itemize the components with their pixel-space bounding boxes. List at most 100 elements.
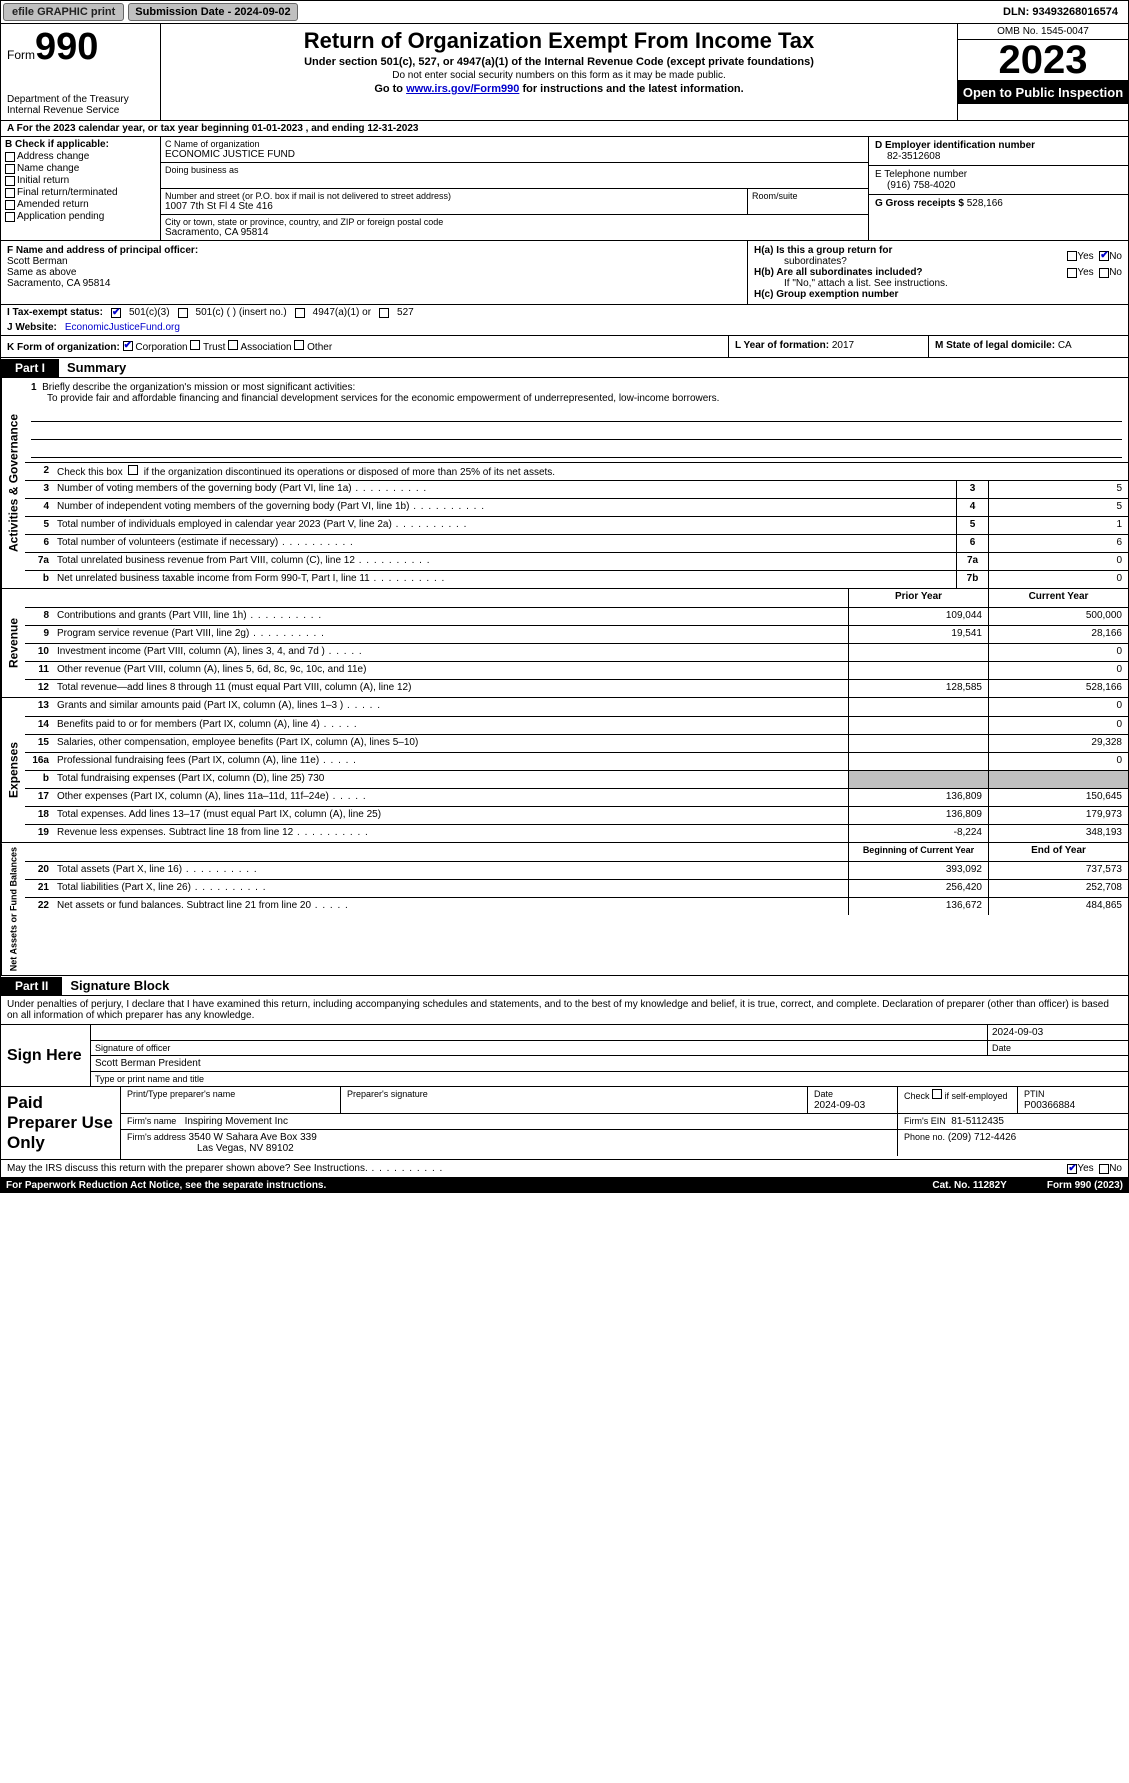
l18-text: Total expenses. Add lines 13–17 (must eq… [53,807,848,824]
check-self-emp: Check if self-employed [904,1091,1008,1101]
paperwork-notice: For Paperwork Reduction Act Notice, see … [6,1180,326,1191]
chk-app-pending[interactable] [5,212,15,222]
d-ein-label: D Employer identification number [875,140,1122,151]
chk-self-employed[interactable] [932,1089,942,1099]
form-title: Return of Organization Exempt From Incom… [167,28,951,54]
discuss-yes: Yes [1077,1163,1093,1174]
l14-text: Benefits paid to or for members (Part IX… [53,717,848,734]
irs-link[interactable]: www.irs.gov/Form990 [406,83,519,95]
l22-text: Net assets or fund balances. Subtract li… [53,898,848,915]
part1-title: Summary [59,358,134,377]
j-website[interactable]: EconomicJusticeFund.org [65,322,180,333]
hb-no: No [1109,267,1122,278]
part2-title: Signature Block [62,976,177,995]
l22-end: 484,865 [988,898,1128,915]
sig-officer-label: Signature of officer [91,1041,988,1055]
ha-yes: Yes [1077,251,1093,262]
f-name: Scott Berman [7,256,741,267]
l9-prior: 19,541 [848,626,988,643]
l10-current: 0 [988,644,1128,661]
chk-hb-no[interactable] [1099,268,1109,278]
l10-prior [848,644,988,661]
vert-revenue: Revenue [1,589,25,697]
chk-amended[interactable] [5,200,15,210]
form-header: Form990 Department of the Treasury Inter… [0,24,1129,121]
opt-501c3: 501(c)(3) [129,307,170,318]
chk-final-return[interactable] [5,188,15,198]
end-year-head: End of Year [988,843,1128,861]
street-label: Number and street (or P.O. box if mail i… [165,191,743,201]
l21-end: 252,708 [988,880,1128,897]
opt-assoc: Association [240,342,291,353]
submission-date-button[interactable]: Submission Date - 2024-09-02 [128,3,297,21]
firm-name-label: Firm's name [127,1116,176,1126]
efile-print-button[interactable]: efile GRAPHIC print [3,3,124,21]
l2-text: Check this box if the organization disco… [57,467,555,478]
l10-text: Investment income (Part VIII, column (A)… [53,644,848,661]
chk-ha-yes[interactable] [1067,251,1077,261]
l21-begin: 256,420 [848,880,988,897]
chk-501c[interactable] [178,308,188,318]
chk-ha-no[interactable] [1099,251,1109,261]
part1-header: Part I Summary [0,358,1129,378]
l6-val: 6 [988,535,1128,552]
type-name-label: Type or print name and title [91,1072,1128,1086]
l9-current: 28,166 [988,626,1128,643]
phone-val: (209) 712-4426 [948,1132,1016,1143]
chk-hb-yes[interactable] [1067,268,1077,278]
l12-text: Total revenue—add lines 8 through 11 (mu… [53,680,848,697]
chk-name-change[interactable] [5,164,15,174]
chk-527[interactable] [379,308,389,318]
d-ein-value: 82-3512608 [875,151,1122,162]
paid-preparer-section: Paid Preparer Use Only Print/Type prepar… [0,1087,1129,1160]
goto-pre: Go to [374,83,406,95]
vert-expenses: Expenses [1,698,25,842]
l1-text: To provide fair and affordable financing… [31,393,719,404]
l11-current: 0 [988,662,1128,679]
chk-trust[interactable] [190,340,200,350]
chk-other[interactable] [294,340,304,350]
chk-4947[interactable] [295,308,305,318]
chk-discuss-no[interactable] [1099,1164,1109,1174]
lbl-initial-return: Initial return [17,175,69,186]
firm-ein-label: Firm's EIN [904,1116,946,1126]
firm-ein-val: 81-5112435 [951,1116,1004,1127]
chk-l2[interactable] [128,465,138,475]
chk-501c3[interactable] [111,308,121,318]
l15-current: 29,328 [988,735,1128,752]
current-year-head: Current Year [988,589,1128,607]
paid-preparer-label: Paid Preparer Use Only [1,1087,121,1159]
discuss-row: May the IRS discuss this return with the… [0,1160,1129,1178]
chk-addr-change[interactable] [5,152,15,162]
l8-text: Contributions and grants (Part VIII, lin… [53,608,848,625]
hc-label: H(c) Group exemption number [754,289,1122,300]
chk-initial-return[interactable] [5,176,15,186]
chk-discuss-yes[interactable] [1067,1164,1077,1174]
tax-year: 2023 [958,40,1128,80]
chk-corp[interactable] [123,341,133,351]
section-i-j: I Tax-exempt status: 501(c)(3) 501(c) ( … [0,305,1129,336]
firm-addr-label: Firm's address [127,1132,186,1142]
section-k-l-m: K Form of organization: Corporation Trus… [0,336,1129,358]
form-subtitle: Under section 501(c), 527, or 4947(a)(1)… [167,56,951,68]
net-assets-section: Net Assets or Fund Balances Beginning of… [0,843,1129,976]
vert-activities: Activities & Governance [1,378,25,588]
officer-name: Scott Berman President [91,1056,1128,1071]
ha-label: H(a) Is this a group return for [754,245,892,256]
firm-addr-val: 3540 W Sahara Ave Box 339 [189,1132,317,1143]
dba-label: Doing business as [165,165,864,175]
dln-text: DLN: 93493268016574 [1003,6,1126,18]
prep-date-label: Date [814,1089,833,1099]
lbl-app-pending: Application pending [17,211,104,222]
section-f-h: F Name and address of principal officer:… [0,241,1129,305]
chk-assoc[interactable] [228,340,238,350]
room-label: Room/suite [752,191,864,201]
l20-begin: 393,092 [848,862,988,879]
hb-note: If "No," attach a list. See instructions… [754,278,1122,289]
c-name-label: C Name of organization [165,139,864,149]
hb-label: H(b) Are all subordinates included? [754,267,923,278]
l7b-val: 0 [988,571,1128,588]
f-label: F Name and address of principal officer: [7,245,741,256]
prep-sig-label: Preparer's signature [341,1087,808,1113]
lbl-addr-change: Address change [17,151,89,162]
